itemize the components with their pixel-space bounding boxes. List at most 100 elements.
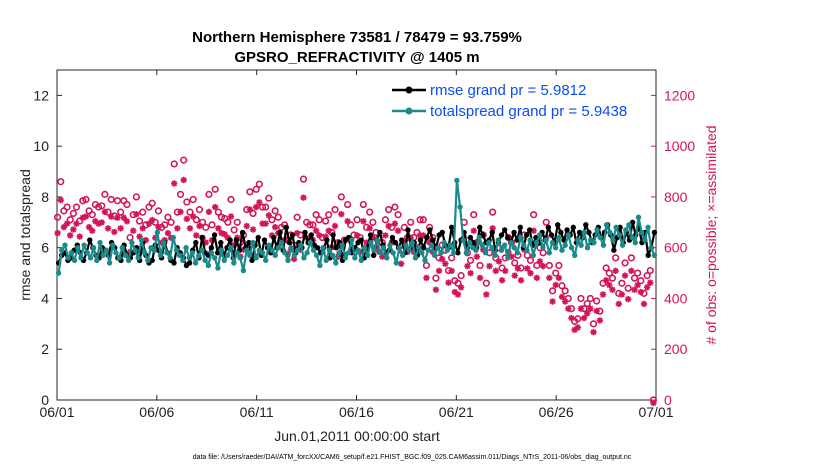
- legend: rmse grand pr = 5.9812 totalspread grand…: [385, 78, 650, 122]
- x-tick-label: 06/16: [339, 404, 374, 420]
- obs-assimilated-marker: [643, 284, 651, 291]
- spread-point: [294, 247, 301, 253]
- rmse-point: [645, 252, 651, 259]
- obs-possible-marker: [230, 226, 238, 234]
- spread-point: [361, 244, 368, 251]
- obs-possible-marker: [347, 221, 355, 229]
- y-left-tick-label: 4: [41, 290, 49, 306]
- rmse-point: [651, 229, 658, 236]
- obs-possible-marker: [299, 175, 308, 183]
- obs-possible-marker: [198, 218, 207, 226]
- spread-point: [141, 250, 148, 256]
- rmse-point: [358, 237, 364, 243]
- obs-possible-marker: [589, 320, 598, 328]
- obs-assimilated-marker: [76, 233, 83, 240]
- obs-possible-marker: [53, 213, 62, 221]
- spread-point: [304, 250, 310, 256]
- x-tick-label: 06/21: [439, 404, 474, 420]
- rmse-point: [430, 237, 436, 243]
- obs-possible-marker: [258, 203, 267, 211]
- rmse-point: [289, 232, 296, 238]
- obs-assimilated-marker: [558, 293, 566, 301]
- obs-assimilated-marker: [145, 220, 153, 227]
- obs-assimilated-marker: [312, 227, 320, 234]
- obs-assimilated-marker: [524, 265, 531, 272]
- rmse-point: [246, 239, 252, 246]
- rmse-point: [377, 229, 383, 236]
- spread-point: [473, 247, 479, 253]
- spread-point: [549, 239, 556, 246]
- rmse-point: [283, 224, 290, 231]
- obs-possible-marker: [126, 233, 134, 242]
- spread-point: [422, 257, 428, 264]
- spread-point: [533, 239, 540, 246]
- obs-possible-marker: [577, 294, 585, 303]
- obs-possible-marker: [98, 202, 106, 210]
- rmse-point: [501, 227, 508, 233]
- obs-assimilated-marker: [114, 214, 121, 221]
- spread-point: [122, 252, 129, 259]
- spread-point: [262, 257, 269, 264]
- obs-possible-marker: [593, 297, 601, 305]
- spread-point: [275, 244, 282, 251]
- obs-assimilated-marker: [177, 208, 184, 216]
- rmse-point: [392, 239, 399, 246]
- obs-assimilated-marker: [120, 214, 127, 221]
- spread-point: [505, 255, 511, 261]
- spread-point: [450, 250, 457, 256]
- obs-assimilated-marker: [476, 274, 484, 282]
- spread-point: [157, 252, 164, 259]
- spread-point: [154, 229, 161, 236]
- y-right-tick-label: 800: [664, 189, 688, 205]
- obs-possible-marker: [630, 274, 639, 282]
- spread-point: [393, 260, 400, 266]
- obs-possible-marker: [457, 272, 465, 280]
- obs-possible-marker: [246, 188, 254, 196]
- spread-point: [399, 252, 406, 259]
- spread-point: [138, 237, 145, 243]
- spread-point: [524, 247, 530, 253]
- obs-possible-marker: [470, 211, 478, 219]
- spread-point: [205, 262, 212, 269]
- spread-point: [492, 252, 498, 259]
- spread-point: [431, 252, 438, 259]
- obs-assimilated-marker: [555, 274, 563, 282]
- obs-assimilated-marker: [208, 236, 216, 244]
- spread-point: [435, 244, 441, 251]
- spread-point: [642, 237, 648, 243]
- obs-possible-marker: [558, 282, 566, 290]
- obs-assimilated-marker: [483, 291, 490, 298]
- spread-point: [100, 252, 106, 259]
- spread-point: [428, 242, 435, 248]
- y-left-tick-label: 12: [33, 87, 49, 103]
- obs-assimilated-marker: [363, 239, 370, 246]
- obs-assimilated-marker: [580, 314, 588, 322]
- obs-assimilated-marker: [517, 277, 525, 284]
- obs-assimilated-marker: [615, 300, 622, 308]
- obs-possible-marker: [186, 208, 194, 216]
- spread-point: [59, 247, 65, 253]
- obs-assimilated-marker: [420, 232, 427, 239]
- spread-point: [552, 244, 559, 251]
- spread-point: [224, 252, 231, 259]
- rmse-point: [564, 227, 570, 233]
- rmse-point: [286, 239, 293, 246]
- spread-point: [326, 247, 333, 253]
- obs-assimilated-marker: [290, 255, 298, 263]
- obs-assimilated-marker: [353, 232, 361, 239]
- obs-possible-marker: [552, 269, 560, 277]
- obs-assimilated-marker: [454, 291, 462, 298]
- rmse-point: [423, 234, 430, 241]
- obs-possible-marker: [548, 287, 557, 295]
- obs-assimilated-marker: [136, 233, 143, 240]
- spread-point: [62, 242, 68, 248]
- spread-point: [578, 242, 584, 248]
- spread-point: [164, 250, 170, 256]
- obs-series: [53, 156, 658, 407]
- obs-assimilated-marker: [227, 213, 235, 220]
- obs-assimilated-marker: [634, 281, 641, 289]
- obs-possible-marker: [344, 200, 352, 209]
- spread-point: [81, 242, 87, 248]
- obs-assimilated-marker: [331, 222, 339, 230]
- obs-assimilated-marker: [382, 232, 389, 239]
